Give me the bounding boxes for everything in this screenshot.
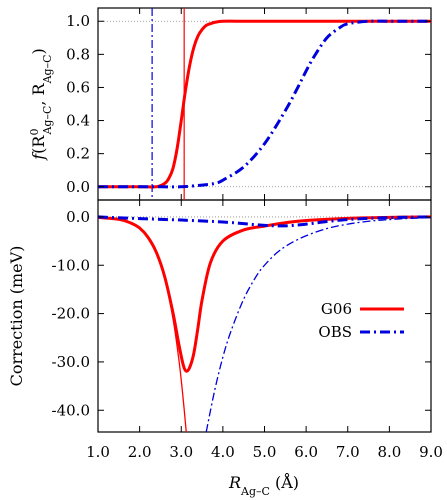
top-y-tick-label: 0.2 bbox=[66, 145, 90, 163]
series-line-g06 bbox=[98, 19, 431, 189]
top-reference-lines bbox=[98, 20, 431, 188]
top-y-tick-label: 0.8 bbox=[66, 45, 90, 63]
x-tick-label: 9.0 bbox=[419, 443, 443, 461]
top-vertical-lines bbox=[151, 8, 185, 200]
x-tick-label: 7.0 bbox=[336, 443, 360, 461]
x-tick-label: 4.0 bbox=[211, 443, 235, 461]
bottom-y-tick-label: -20.0 bbox=[52, 305, 90, 323]
bottom-y-axis-label: Correction (meV) bbox=[7, 246, 26, 387]
series-line-obs-unscaled bbox=[205, 216, 431, 432]
bottom-y-tick-label: -40.0 bbox=[52, 401, 90, 419]
top-y-tick-label: 0.4 bbox=[66, 112, 90, 130]
top-series bbox=[98, 19, 431, 189]
series-line-obs bbox=[98, 215, 431, 228]
legend-label-obs: OBS bbox=[318, 323, 352, 341]
bottom-series bbox=[98, 215, 431, 432]
x-ticks: 1.0 2.0 3.0 4.0 5.0 6.0 7.0 8.0 9.0 bbox=[86, 8, 443, 461]
x-axis-label: RAg–C (Å) bbox=[228, 472, 299, 498]
series-line-g06 bbox=[98, 215, 431, 373]
top-panel-frame bbox=[97, 7, 432, 201]
legend-label-g06: G06 bbox=[321, 300, 352, 318]
x-tick-label: 1.0 bbox=[86, 443, 110, 461]
bottom-y-tick-label: 0.0 bbox=[66, 208, 90, 226]
series-line-obs bbox=[98, 19, 431, 189]
x-tick-label: 3.0 bbox=[169, 443, 193, 461]
x-tick-label: 6.0 bbox=[294, 443, 318, 461]
x-tick-label: 8.0 bbox=[377, 443, 401, 461]
top-y-tick-label: 0.0 bbox=[66, 178, 90, 196]
top-y-ticks: 0.0 0.2 0.4 0.6 0.8 1.0 bbox=[66, 12, 431, 196]
x-tick-label: 5.0 bbox=[253, 443, 277, 461]
top-y-tick-label: 1.0 bbox=[66, 12, 90, 30]
top-y-tick-label: 0.6 bbox=[66, 78, 90, 96]
legend: G06 OBS bbox=[318, 300, 404, 341]
bottom-y-tick-label: -30.0 bbox=[52, 353, 90, 371]
bottom-y-ticks: 0.0 -10.0 -20.0 -30.0 -40.0 bbox=[52, 208, 431, 419]
bottom-y-tick-label: -10.0 bbox=[52, 256, 90, 274]
series-line-g06-unscaled bbox=[98, 216, 187, 432]
top-y-axis-label: f(R0Ag–C, RAg–C) bbox=[28, 48, 54, 161]
x-tick-label: 2.0 bbox=[128, 443, 152, 461]
